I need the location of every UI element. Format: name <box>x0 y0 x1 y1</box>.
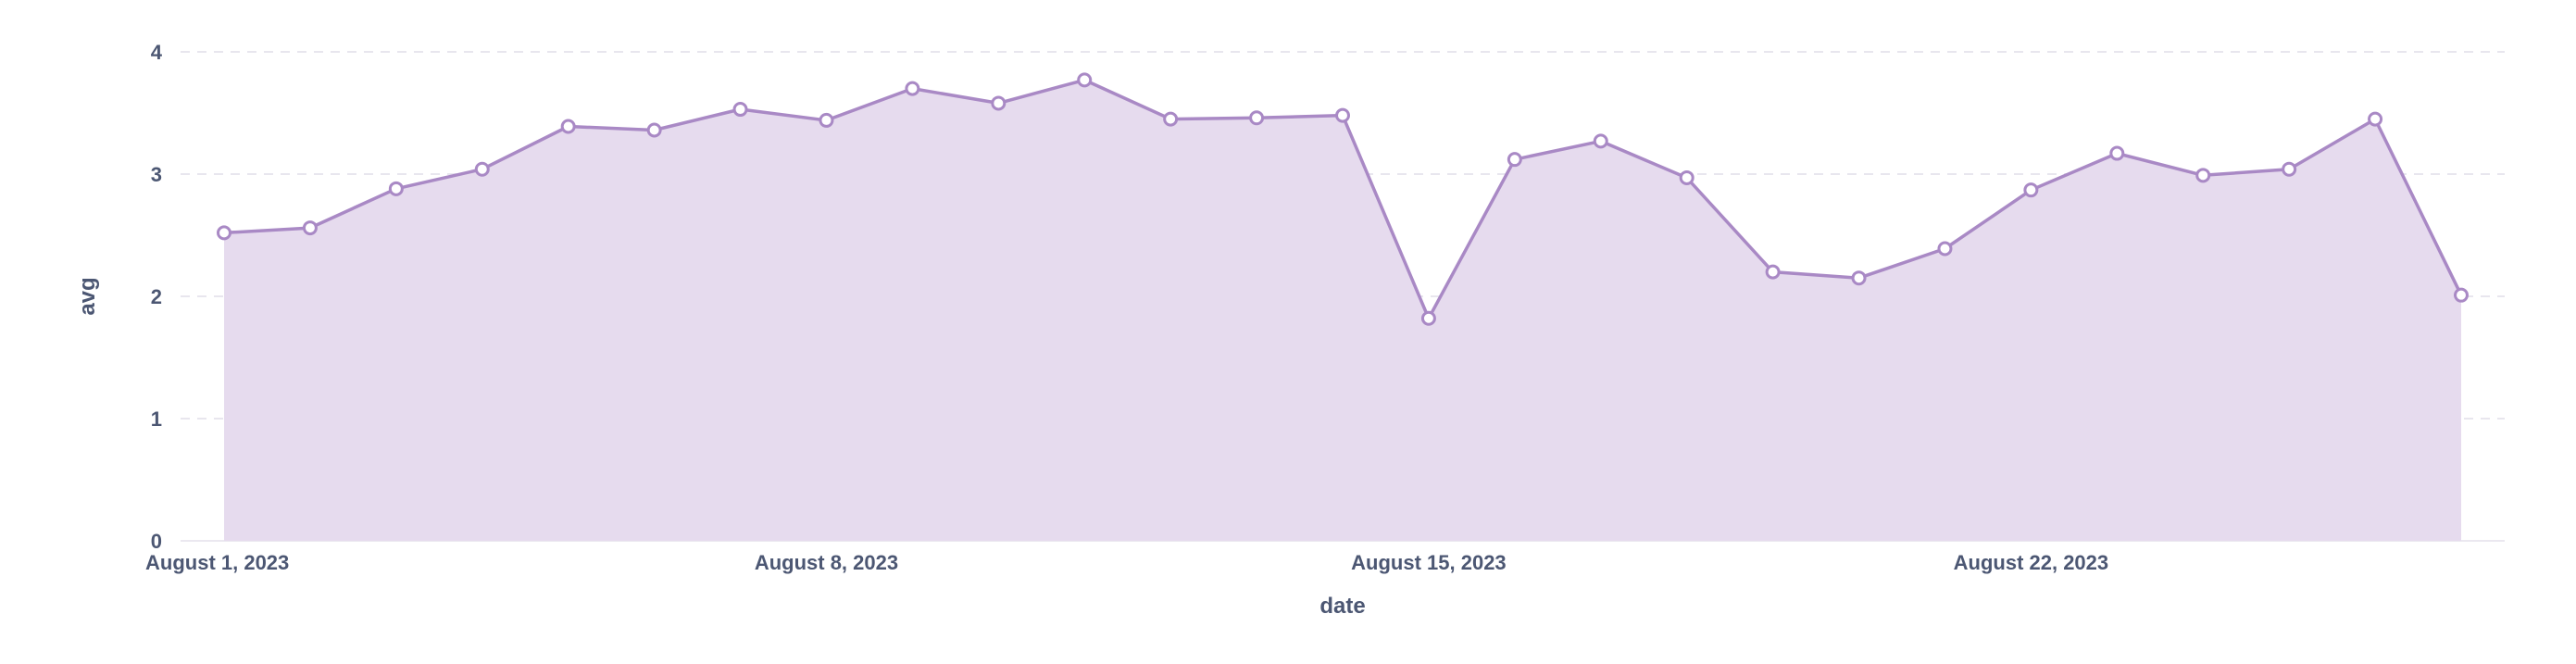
y-axis-title: avg <box>75 277 100 315</box>
x-tick-label: August 1, 2023 <box>145 551 289 574</box>
data-point[interactable] <box>991 95 1007 111</box>
data-point[interactable] <box>1679 169 1694 185</box>
data-point[interactable] <box>2023 182 2039 198</box>
data-point[interactable] <box>1249 110 1265 126</box>
x-axis-ticks: August 1, 2023 August 8, 2023 August 15, 2… <box>145 551 2108 574</box>
y-tick-label: 1 <box>151 407 162 431</box>
y-tick-label: 3 <box>151 163 162 186</box>
x-axis-title: date <box>1319 594 1365 619</box>
data-point[interactable] <box>732 102 748 118</box>
data-point[interactable] <box>1077 72 1093 88</box>
data-point[interactable] <box>1765 264 1781 280</box>
data-point[interactable] <box>217 225 231 241</box>
data-point[interactable] <box>1507 152 1522 168</box>
data-point[interactable] <box>905 81 920 96</box>
x-tick-label: August 15, 2023 <box>1351 551 1507 574</box>
data-point[interactable] <box>1937 241 1953 257</box>
data-point[interactable] <box>302 220 318 236</box>
data-point[interactable] <box>2368 111 2383 127</box>
data-point[interactable] <box>1851 270 1867 286</box>
data-point[interactable] <box>1335 107 1350 123</box>
data-point[interactable] <box>2109 145 2125 161</box>
data-point[interactable] <box>819 112 834 128</box>
data-point[interactable] <box>646 122 662 138</box>
data-point[interactable] <box>2195 168 2211 183</box>
data-point[interactable] <box>2282 161 2297 177</box>
y-tick-label: 2 <box>151 285 162 308</box>
data-point[interactable] <box>1593 133 1608 149</box>
y-tick-label: 4 <box>151 41 163 64</box>
data-point[interactable] <box>1420 310 1436 326</box>
data-point[interactable] <box>2454 287 2469 303</box>
area-fill <box>224 80 2461 542</box>
y-axis-ticks: 0 1 2 3 4 <box>151 41 163 553</box>
x-tick-label: August 22, 2023 <box>1954 551 2109 574</box>
data-point[interactable] <box>474 161 490 177</box>
data-points <box>217 72 2469 326</box>
y-tick-label: 0 <box>151 530 162 553</box>
data-point[interactable] <box>560 119 576 134</box>
area-series <box>223 78 2463 542</box>
data-point[interactable] <box>1163 111 1179 127</box>
data-point[interactable] <box>388 181 404 196</box>
x-tick-label: August 8, 2023 <box>755 551 898 574</box>
